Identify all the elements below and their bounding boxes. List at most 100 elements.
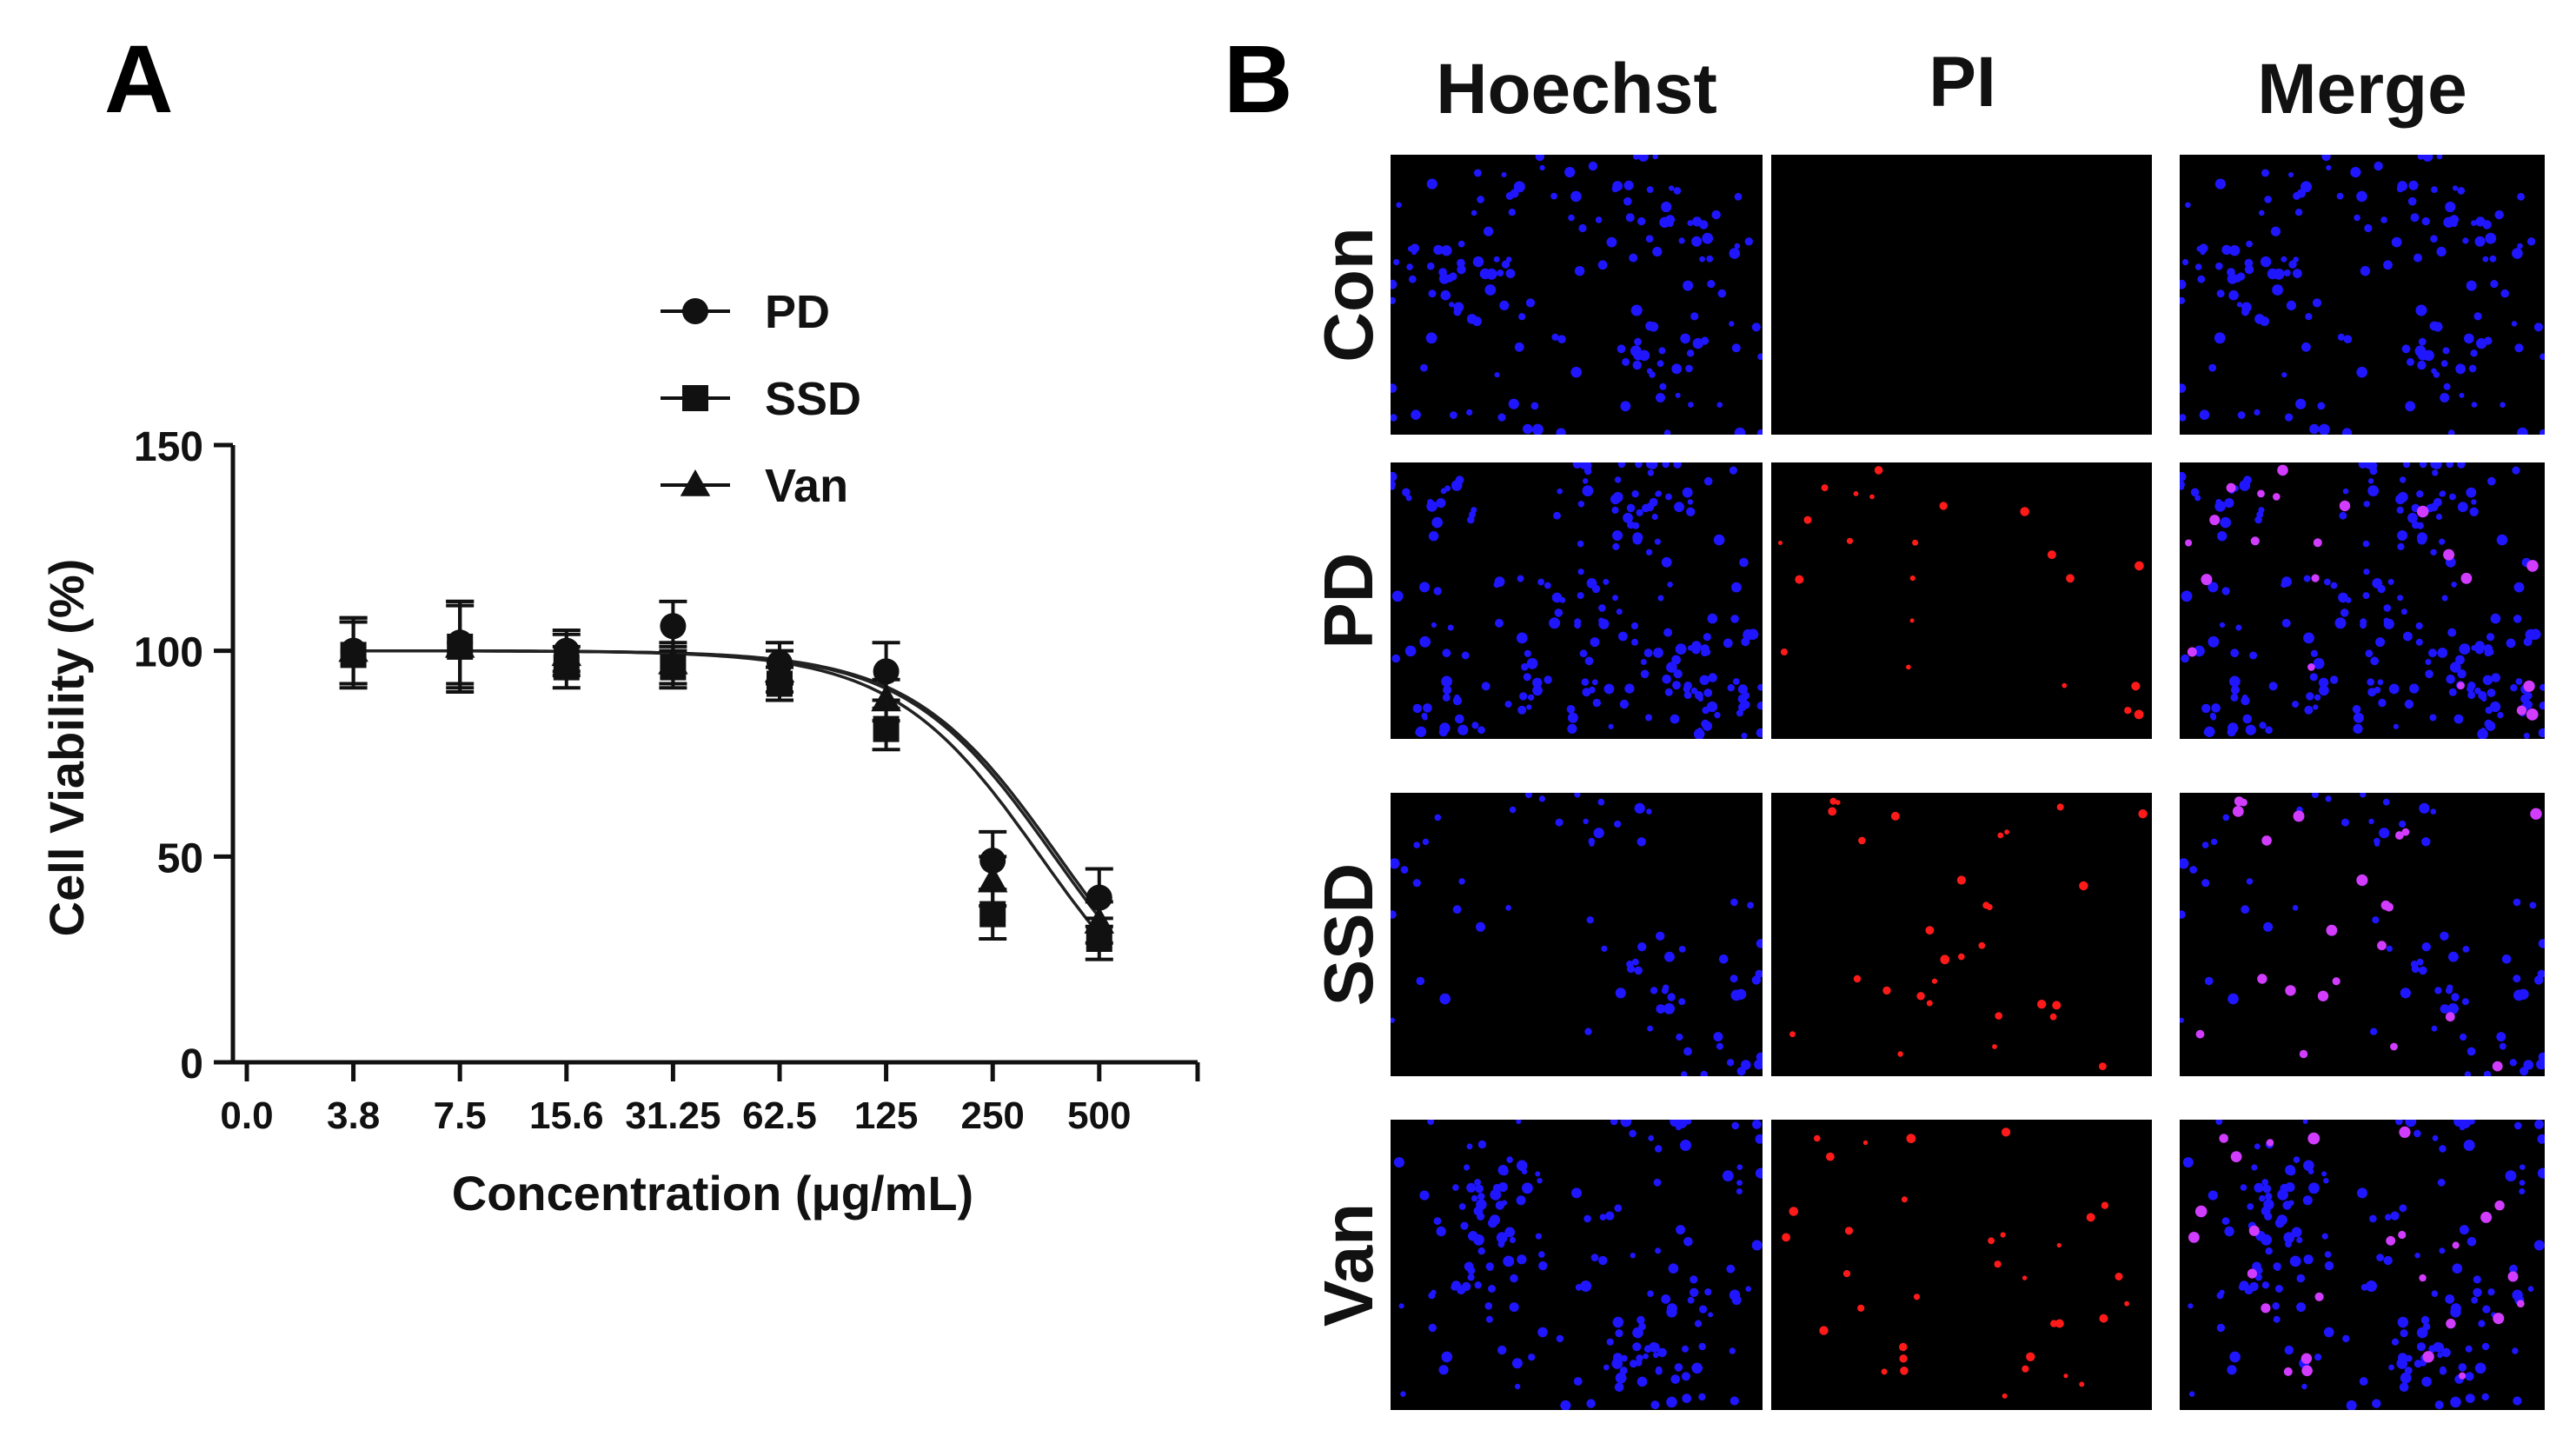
merged-cell bbox=[2386, 1235, 2396, 1246]
nucleus bbox=[1493, 256, 1500, 263]
nucleus bbox=[1506, 1156, 1513, 1163]
legend-marker-ssd bbox=[682, 385, 708, 411]
nucleus bbox=[1655, 1247, 1662, 1254]
nucleus bbox=[1471, 210, 1477, 216]
merged-cell bbox=[2230, 1151, 2242, 1162]
merged-cell bbox=[2452, 1241, 2460, 1249]
nucleus bbox=[1640, 659, 1647, 665]
nucleus bbox=[2370, 1028, 2378, 1035]
y-tick-label: 150 bbox=[134, 424, 203, 470]
nucleus bbox=[2457, 669, 2466, 679]
merged-cell bbox=[2194, 1205, 2208, 1218]
nucleus bbox=[1582, 688, 1591, 697]
nucleus bbox=[1652, 1352, 1659, 1359]
nucleus bbox=[1391, 383, 1398, 393]
nucleus bbox=[1690, 687, 1698, 695]
nucleus bbox=[1473, 1234, 1484, 1246]
nucleus bbox=[1737, 694, 1748, 704]
nucleus bbox=[1756, 1052, 1763, 1062]
nucleus bbox=[2372, 916, 2380, 924]
nucleus bbox=[1598, 617, 1604, 624]
nucleus bbox=[2323, 1327, 2334, 1338]
nucleus bbox=[1637, 1376, 1648, 1387]
nucleus bbox=[1431, 622, 1437, 629]
nucleus bbox=[1391, 654, 1400, 663]
nucleus bbox=[2459, 1225, 2469, 1235]
nucleus bbox=[2437, 1178, 2446, 1187]
nucleus bbox=[1730, 974, 1738, 983]
nucleus bbox=[1745, 1286, 1751, 1292]
nucleus bbox=[2264, 1212, 2273, 1221]
nucleus bbox=[1574, 622, 1581, 629]
nucleus bbox=[1412, 703, 1422, 714]
nucleus bbox=[2466, 280, 2477, 291]
nucleus bbox=[1668, 954, 1675, 961]
micrograph-pd-merge bbox=[2180, 462, 2545, 739]
nucleus bbox=[1570, 190, 1582, 203]
nucleus bbox=[1757, 353, 1763, 361]
merged-cell bbox=[2266, 1139, 2274, 1147]
nucleus bbox=[1666, 220, 1674, 228]
nucleus bbox=[1630, 345, 1642, 357]
nucleus bbox=[1663, 984, 1670, 991]
nucleus bbox=[1419, 582, 1431, 593]
nucleus bbox=[1442, 649, 1451, 658]
merged-cell bbox=[2419, 1274, 2427, 1282]
nucleus bbox=[2387, 578, 2394, 585]
nucleus bbox=[1676, 1225, 1686, 1235]
nucleus bbox=[1648, 1134, 1655, 1141]
nucleus bbox=[2523, 732, 2530, 739]
nucleus bbox=[1431, 1289, 1437, 1295]
nucleus bbox=[1572, 462, 1582, 469]
nucleus bbox=[1396, 202, 1402, 209]
nucleus bbox=[1729, 248, 1741, 259]
nucleus bbox=[2416, 1342, 2427, 1352]
nucleus bbox=[1452, 1184, 1459, 1191]
nucleus bbox=[2254, 1143, 2261, 1150]
nucleus bbox=[2518, 988, 2529, 1000]
nucleus bbox=[1734, 243, 1741, 249]
merged-cell bbox=[2526, 708, 2539, 721]
nucleus bbox=[1574, 266, 1585, 276]
nucleus bbox=[1662, 462, 1670, 469]
nucleus bbox=[1673, 462, 1682, 469]
nucleus bbox=[1731, 1121, 1739, 1130]
pi-stained-cell bbox=[1789, 1207, 1799, 1216]
nucleus bbox=[2259, 1194, 2266, 1202]
nucleus bbox=[2366, 1280, 2377, 1292]
nucleus bbox=[2208, 363, 2217, 372]
point-van bbox=[764, 655, 795, 683]
pi-stained-cell bbox=[1901, 1196, 1908, 1203]
nucleus bbox=[1736, 1164, 1743, 1170]
nucleus bbox=[1688, 402, 1694, 408]
pi-stained-cell bbox=[1909, 618, 1915, 623]
merged-cell bbox=[2314, 1292, 2324, 1301]
nucleus bbox=[1406, 263, 1413, 270]
nucleus bbox=[1636, 1354, 1643, 1362]
x-tick-label: 3.8 bbox=[327, 1094, 380, 1137]
nucleus bbox=[2486, 721, 2496, 731]
merged-cell bbox=[2443, 549, 2455, 561]
nucleus bbox=[2305, 313, 2313, 321]
nucleus bbox=[2474, 687, 2481, 695]
nucleus bbox=[2260, 256, 2272, 268]
nucleus bbox=[1699, 256, 1705, 263]
nucleus bbox=[1713, 534, 1725, 546]
nucleus bbox=[2321, 155, 2331, 162]
nucleus bbox=[2337, 333, 2345, 341]
nucleus bbox=[1574, 793, 1581, 798]
data-marks bbox=[338, 599, 1115, 961]
nucleus bbox=[2261, 1179, 2269, 1186]
nucleus bbox=[2201, 841, 2209, 848]
nucleus bbox=[1504, 1227, 1516, 1238]
nucleus bbox=[1756, 429, 1763, 435]
nucleus bbox=[2321, 1233, 2328, 1240]
merged-cell bbox=[2493, 1313, 2505, 1325]
pi-stained-cell bbox=[1994, 1260, 2002, 1268]
nucleus bbox=[1645, 502, 1655, 512]
nucleus bbox=[2447, 984, 2453, 991]
nucleus bbox=[1659, 382, 1667, 390]
nucleus bbox=[1567, 723, 1577, 734]
nucleus bbox=[1577, 592, 1584, 600]
nucleus bbox=[2490, 701, 2501, 713]
